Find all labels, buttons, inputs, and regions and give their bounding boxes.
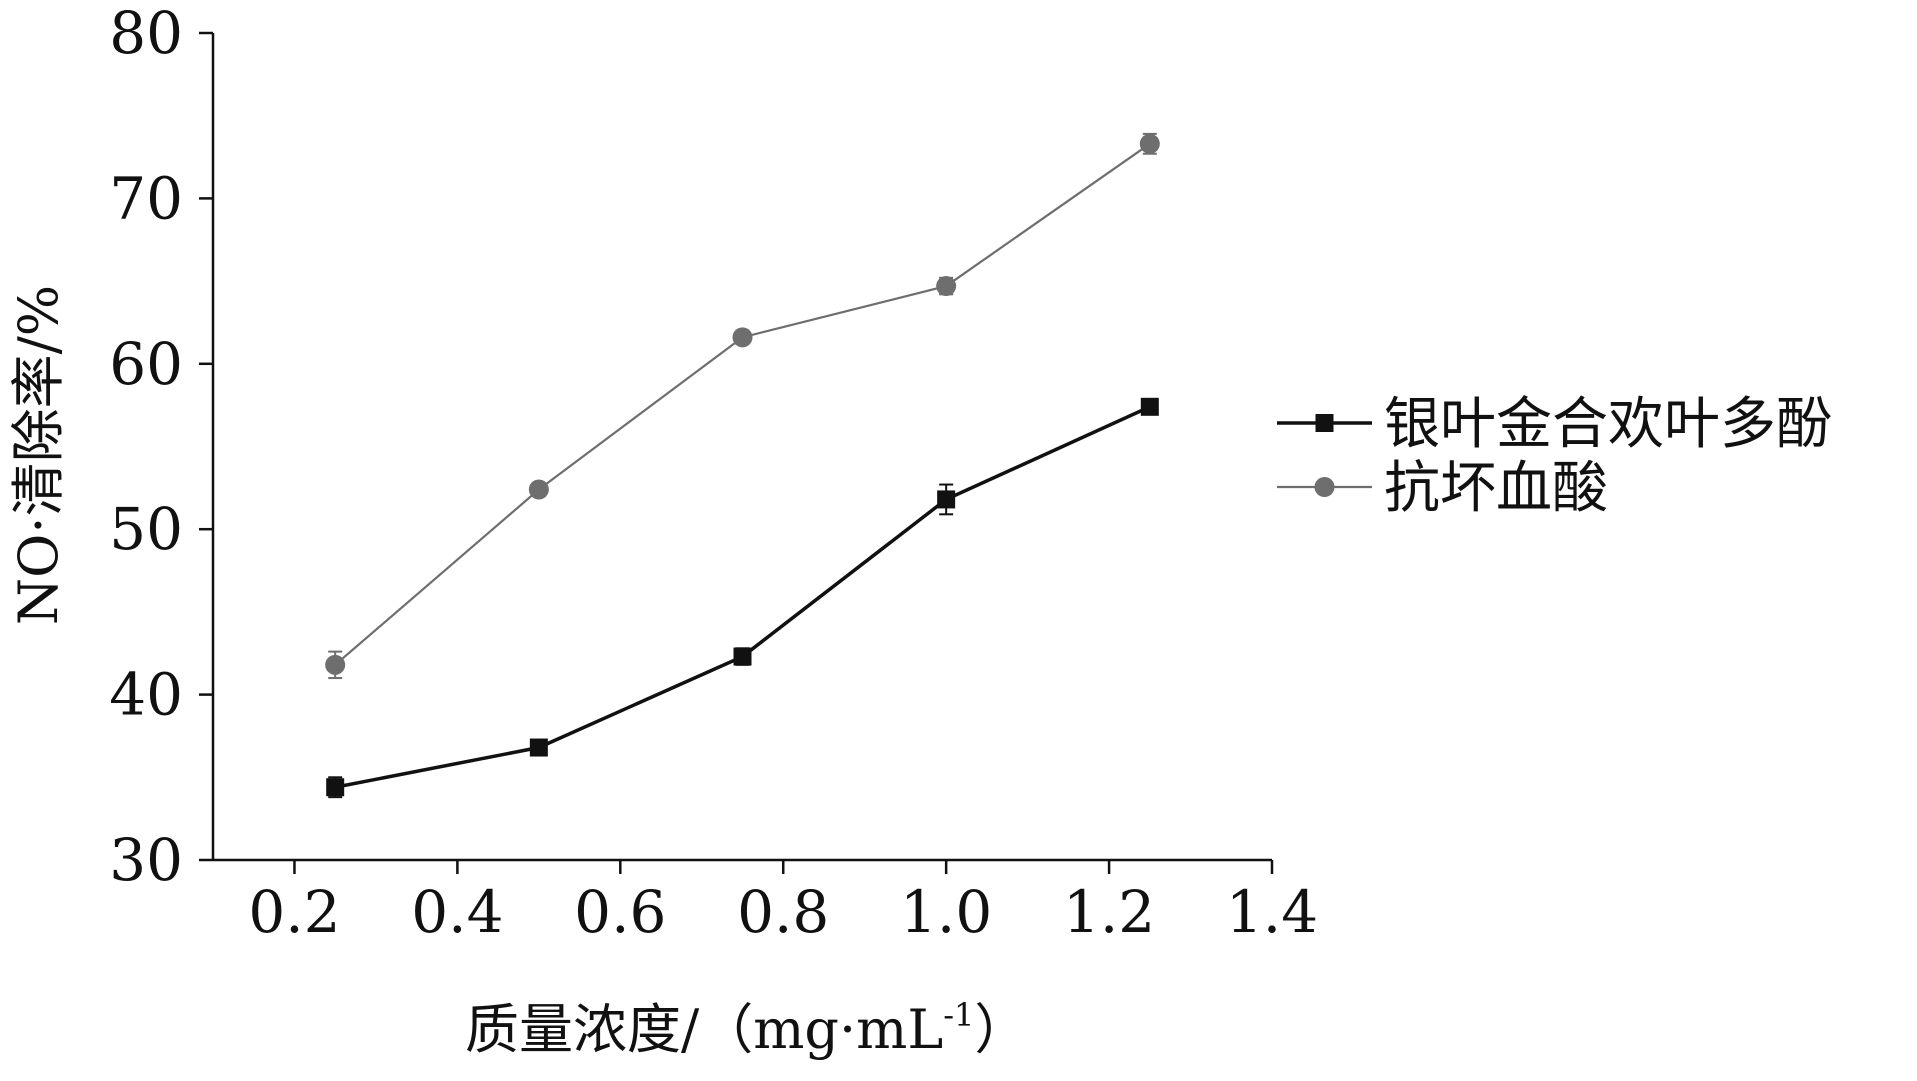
data-point [732,327,753,348]
x-tick-label: 1.2 [1063,878,1155,946]
data-point [936,276,957,297]
x-axis-title-end: ） [974,998,1028,1061]
legend-item: 银叶金合欢叶多酚 [1277,392,1832,457]
y-tick-label: 60 [109,330,183,398]
data-point [326,778,345,797]
y-tick-label: 30 [109,826,183,894]
axes [211,33,1272,862]
data-point [1139,133,1160,154]
y-tick-label: 40 [109,661,183,729]
legend-label: 银叶金合欢叶多酚 [1384,392,1832,457]
y-axis-title: NO·清除率/% [7,285,70,625]
data-point [529,738,548,757]
x-axis-ticks: 0.2 0.4 0.6 0.8 1.0 1.2 1.4 [248,860,1318,946]
series-layer [325,132,1160,799]
x-axis-title-superscript: -1 [943,996,974,1034]
series-line [334,142,1151,666]
series-line [334,405,1151,789]
data-point [325,654,346,675]
legend-item: 抗坏血酸 [1277,456,1608,521]
y-tick-label: 50 [109,495,183,563]
x-axis-title-main: 质量浓度/（mg·mL [465,998,943,1061]
legend-label: 抗坏血酸 [1384,456,1608,521]
data-point [937,490,956,509]
x-tick-label: 0.4 [411,878,503,946]
series-1 [326,397,1159,799]
x-tick-label: 1.4 [1226,878,1318,946]
x-tick-label: 1.0 [900,878,992,946]
y-axis-ticks: 30 40 50 60 70 80 [109,0,213,894]
data-point [1140,397,1159,416]
y-tick-label: 70 [109,164,183,232]
legend-marker [1314,477,1335,497]
data-point [733,647,752,666]
y-tick-label: 80 [109,0,183,67]
x-tick-label: 0.6 [574,878,666,946]
x-axis-title: 质量浓度/（mg·mL-1） [465,996,1028,1061]
legend-marker [1315,414,1334,432]
x-tick-label: 0.8 [737,878,829,946]
data-point [528,479,549,500]
series-2 [325,132,1160,680]
x-tick-label: 0.2 [248,878,340,946]
